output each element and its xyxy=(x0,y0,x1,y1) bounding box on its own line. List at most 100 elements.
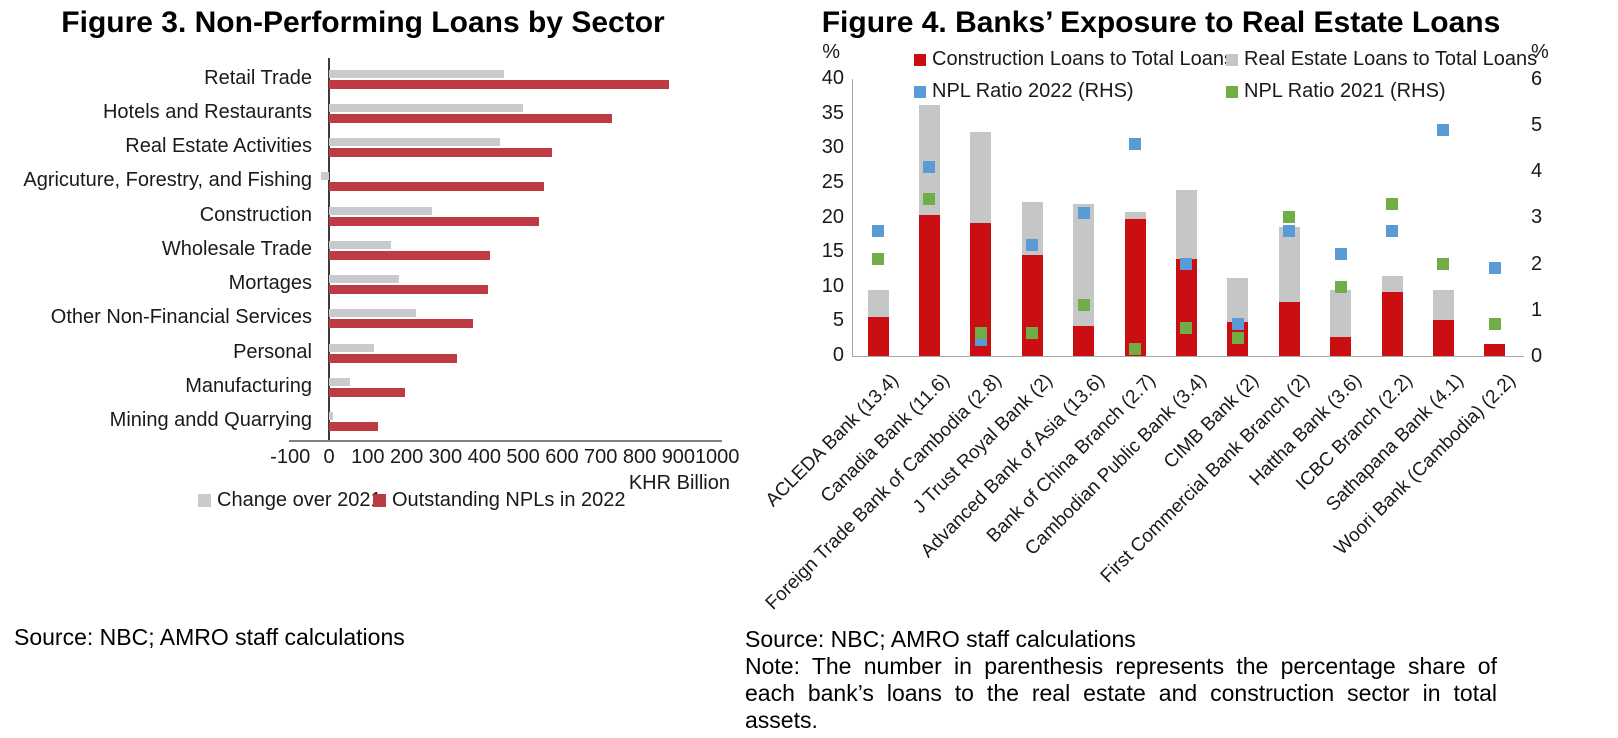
fig4-bar-real-estate xyxy=(918,105,940,216)
fig3-category-label: Real Estate Activities xyxy=(125,135,312,157)
fig3-bar-change-2021 xyxy=(329,206,432,215)
figure4-chart: 0 5 10 15 20 25 30 35 40% 0 1 2 3 4 5 6% ACLEDA Bank (13… xyxy=(740,0,1618,738)
figure3-title: Figure 3. Non-Performing Loans by Sector xyxy=(61,6,665,39)
fig3-category-label: Mining andd Quarrying xyxy=(109,409,312,431)
fig3-legend-item-npl-2022: Outstanding NPLs in 2022 xyxy=(373,489,626,512)
fig4-left-tick-label: 30 xyxy=(821,136,844,159)
fig4-right-tick-label: 3 xyxy=(1531,206,1543,229)
fig4-marker-npl-2021 xyxy=(1386,197,1398,210)
fig3-legend-label: Change over 2021 xyxy=(217,489,382,511)
fig3-legend-swatch xyxy=(198,494,211,507)
fig4-legend-swatch xyxy=(1226,85,1238,98)
fig3-category-label: Retail Trade xyxy=(204,66,312,89)
fig3-bar-npl-2022 xyxy=(329,216,539,226)
fig4-legend-label: NPL Ratio 2021 (RHS) xyxy=(1244,80,1446,102)
fig3-x-tick-label: 700 xyxy=(584,446,618,468)
fig4-legend-label: Construction Loans to Total Loans xyxy=(932,48,1235,70)
fig3-category-label: Other Non-Financial Services xyxy=(50,306,312,329)
fig4-legend-swatch xyxy=(914,53,926,66)
fig3-bar-change-2021 xyxy=(329,309,417,318)
fig3-category-label: Mortages xyxy=(228,272,312,294)
fig3-bar-change-2021 xyxy=(329,138,500,146)
fig4-marker-npl-2022 xyxy=(1129,137,1141,150)
fig4-left-tick-label: 0 xyxy=(832,344,844,366)
fig3-legend-item-change-2021: Change over 2021 xyxy=(198,489,382,512)
fig4-marker-npl-2021 xyxy=(1077,299,1090,312)
fig4-marker-npl-2022 xyxy=(1180,257,1193,270)
fig3-bar-npl-2022 xyxy=(329,113,613,123)
fig4-right-tick-label: 2 xyxy=(1531,252,1543,275)
fig4-left-tick-label: 25 xyxy=(821,170,844,193)
fig4-marker-npl-2021 xyxy=(1283,211,1296,224)
fig4-bar-construction xyxy=(867,317,889,356)
fig3-zero-axis-line xyxy=(328,58,330,440)
fig4-marker-npl-2021 xyxy=(1129,343,1141,356)
figure3-chart: Retail Trade Hotels and Restaurants Real E… xyxy=(0,0,740,738)
fig4-legend-swatch xyxy=(914,85,926,98)
fig4-bar-real-estate xyxy=(1227,277,1249,323)
fig4-bar-construction xyxy=(918,215,940,356)
fig3-bar-change-2021 xyxy=(329,103,524,112)
fig3-x-tick-label: -100 xyxy=(270,446,311,468)
fig4-marker-npl-2022 xyxy=(872,225,884,238)
fig4-left-tick-label: 20 xyxy=(821,205,844,228)
fig3-legend-label: Outstanding NPLs in 2022 xyxy=(392,489,626,511)
fig4-right-tick-label: 5 xyxy=(1531,114,1543,137)
fig3-legend-swatch xyxy=(373,494,386,507)
fig3-bar-npl-2022 xyxy=(329,148,553,157)
fig4-bar-construction xyxy=(1124,218,1146,356)
fig4-y-axis-line xyxy=(852,79,854,356)
fig4-legend-swatch xyxy=(1226,53,1238,66)
fig3-bar-npl-2022 xyxy=(329,285,489,294)
fig3-bar-npl-2022 xyxy=(329,250,491,260)
fig3-x-tick-label: 1000 xyxy=(694,446,740,468)
fig3-x-tick-label: 900 xyxy=(661,446,696,468)
fig4-x-axis-line xyxy=(852,356,1524,358)
figure3-panel: Figure 3. Non-Performing Loans by Sector… xyxy=(0,0,740,738)
fig3-x-tick-label: 800 xyxy=(622,446,657,468)
fig4-left-tick-label: 10 xyxy=(821,274,844,297)
figure4-note: Note: The number in parenthesis represen… xyxy=(745,653,1497,733)
fig3-bar-npl-2022 xyxy=(329,422,378,431)
figure4-source: Source: NBC; AMRO staff calculations xyxy=(745,626,1136,652)
fig4-marker-npl-2022 xyxy=(1231,317,1244,330)
fig3-x-tick-label: 0 xyxy=(323,446,335,468)
fig3-bar-npl-2022 xyxy=(329,182,545,192)
fig4-left-tick-label: 15 xyxy=(821,240,844,263)
fig4-left-tick-label: 35 xyxy=(821,101,844,124)
fig4-bar-construction xyxy=(1381,291,1403,356)
fig3-bar-npl-2022 xyxy=(329,387,405,397)
fig4-right-tick-label: 0 xyxy=(1531,345,1543,367)
fig4-bar-real-estate xyxy=(970,132,992,224)
fig4-bar-real-estate xyxy=(1124,211,1146,219)
figure4-panel: Figure 4. Banks’ Exposure to Real Estate… xyxy=(740,0,1618,738)
fig4-bar-real-estate xyxy=(1381,275,1403,292)
fig3-x-axis-line xyxy=(289,440,722,442)
fig3-bar-change-2021 xyxy=(329,275,399,283)
fig3-x-tick-label: 500 xyxy=(506,446,540,468)
fig4-marker-npl-2022 xyxy=(1386,225,1398,238)
fig3-bar-change-2021 xyxy=(329,412,333,420)
fig4-left-tick-label: 5 xyxy=(832,309,844,332)
fig3-bar-change-2021 xyxy=(329,343,374,352)
figure4-source-note-block: Source: NBC; AMRO staff calculations Not… xyxy=(745,626,1497,734)
fig4-marker-npl-2021 xyxy=(1488,317,1501,330)
fig3-category-label: Personal xyxy=(233,340,312,363)
fig4-marker-npl-2021 xyxy=(974,326,987,339)
fig4-bar-real-estate xyxy=(867,289,889,318)
fig4-legend-item-2: NPL Ratio 2022 (RHS) xyxy=(914,80,1134,103)
fig4-marker-npl-2022 xyxy=(1488,262,1501,275)
fig4-legend-label: NPL Ratio 2022 (RHS) xyxy=(932,80,1134,102)
fig4-bar-construction xyxy=(970,223,992,356)
fig4-marker-npl-2021 xyxy=(923,193,936,206)
fig3-bar-npl-2022 xyxy=(329,353,458,363)
fig4-marker-npl-2022 xyxy=(1026,239,1039,252)
fig3-x-tick-label: 300 xyxy=(428,446,463,468)
fig4-bar-real-estate xyxy=(1432,290,1454,320)
fig3-bar-change-2021 xyxy=(329,240,392,249)
fig3-x-tick-label: 600 xyxy=(545,446,579,468)
fig4-bar-construction xyxy=(1073,325,1095,356)
fig4-marker-npl-2022 xyxy=(1077,206,1090,219)
fig3-bar-npl-2022 xyxy=(329,79,669,89)
